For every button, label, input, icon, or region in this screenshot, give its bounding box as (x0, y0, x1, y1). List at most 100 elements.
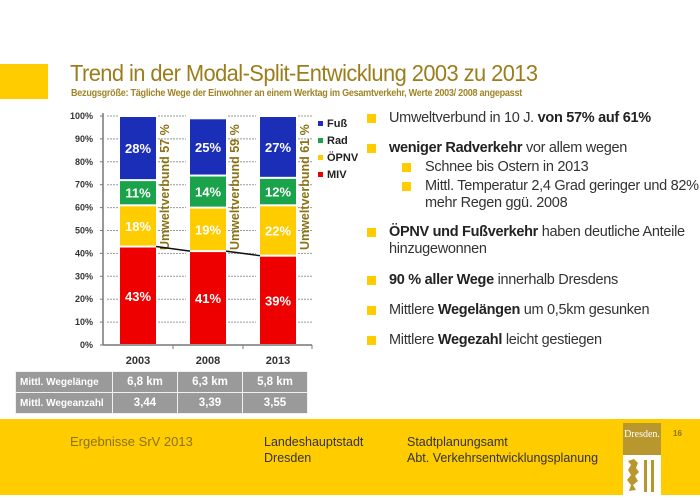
table-row: Mittl. Wegelänge 6,8 km 6,3 km 5,8 km (15, 371, 308, 393)
footer-dept-line2: Abt. Verkehrsentwicklungsplanung (407, 451, 599, 465)
bullet-square-icon (367, 336, 376, 345)
coat-of-arms-icon (623, 455, 661, 495)
bullet-square-icon (367, 276, 376, 285)
page-title: Trend in der Modal-Split-Entwicklung 200… (70, 60, 538, 86)
bullet-item: weniger Radverkehr vor allem wegen (367, 140, 700, 157)
dresden-logo: Dresden. (623, 423, 661, 495)
bullet-text: Umweltverbund in 10 J. (389, 110, 538, 126)
table-cell: 3,44 (112, 392, 178, 414)
bar-fu-2013 (260, 117, 296, 177)
miv-trend-line (155, 245, 191, 252)
bullet-item: Umweltverbund in 10 J. von 57% auf 61% (367, 110, 700, 127)
y-tick-label: 100% (70, 111, 93, 121)
bullet-item: Mittlere Wegezahl leicht gestiegen (367, 332, 700, 349)
bullet-square-icon (402, 163, 411, 172)
umweltverbund-annotation: Umweltverbund 59 % (228, 124, 242, 250)
bullet-text: haben deutliche Anteile hinzugewonnen (389, 224, 685, 257)
table-cell: 3,39 (177, 392, 243, 414)
bullet-text-bold: 90 % aller Wege (389, 272, 494, 288)
bar-value-label: 19% (195, 222, 221, 237)
bar-value-label: 25% (195, 140, 221, 155)
y-tick-label: 50% (75, 226, 93, 236)
bar-fu-2008 (190, 119, 226, 175)
logo-wordmark: Dresden. (623, 423, 661, 455)
miv-trend-line (225, 250, 261, 257)
y-tick-label: 60% (75, 203, 93, 213)
stats-table: Mittl. Wegelänge 6,8 km 6,3 km 5,8 km Mittl.… (15, 371, 308, 414)
row-header: Mittl. Wegeanzahl (15, 392, 113, 414)
bar-value-label: 41% (195, 291, 221, 306)
bar-value-label: 28% (125, 141, 151, 156)
footer-city-line1: Landeshauptstadt (264, 435, 364, 449)
bar-fu-2003 (120, 117, 156, 180)
bar-value-label: 11% (125, 186, 151, 201)
bullet-item: Mittlere Wegelängen um 0,5km gesunken (367, 302, 700, 319)
bullet-text: Mittl. Temperatur 2,4 Grad geringer und … (425, 178, 699, 211)
bullet-square-icon (367, 144, 376, 153)
legend-swatch-0 (318, 121, 323, 126)
footer: Ergebnisse SrV 2013 Landeshauptstadt Dre… (0, 419, 700, 495)
footer-city: Landeshauptstadt Dresden (264, 434, 363, 466)
bullet-square-icon (367, 228, 376, 237)
y-tick-label: 90% (75, 134, 93, 144)
bullet-text: um 0,5km gesunken (520, 302, 650, 318)
legend-label: MIV (327, 169, 347, 181)
bar-value-label: 22% (265, 224, 291, 239)
sub-bullet-item: Mittl. Temperatur 2,4 Grad geringer und … (367, 178, 700, 212)
y-tick-label: 40% (75, 248, 93, 258)
bar-value-label: 12% (265, 185, 291, 200)
table-cell: 6,8 km (112, 371, 178, 393)
bullet-text: innerhalb Dresdens (493, 272, 619, 288)
row-header: Mittl. Wegelänge (15, 371, 113, 393)
page-subtitle: Bezugsgröße: Tägliche Wege der Einwohner… (71, 88, 522, 99)
footer-department: Stadtplanungsamt Abt. Verkehrsentwicklun… (407, 434, 598, 466)
legend-label: Rad (327, 135, 348, 147)
x-tick-label: 2008 (196, 355, 220, 367)
legend-label: Fuß (327, 118, 347, 130)
bar-value-label: 18% (125, 219, 151, 234)
bullet-list: Umweltverbund in 10 J. von 57% auf 61% we… (367, 110, 700, 349)
bullet-text-bold: von 57% auf 61% (537, 110, 651, 126)
page-number: 16 (673, 429, 682, 438)
footer-project: Ergebnisse SrV 2013 (70, 434, 193, 449)
bar-value-label: 43% (125, 289, 151, 304)
legend-swatch-3 (318, 172, 323, 177)
bullet-text: vor allem wegen (522, 140, 628, 156)
bar-rad-2013 (260, 178, 296, 205)
accent-block (0, 64, 48, 99)
bar-pnv-2003 (120, 206, 156, 246)
bullet-text-bold: Wegelängen (437, 302, 521, 318)
y-tick-label: 30% (75, 271, 93, 281)
bar-value-label: 27% (265, 140, 291, 155)
table-cell: 5,8 km (242, 371, 308, 393)
bullet-square-icon (367, 306, 376, 315)
bar-miv-2008 (190, 252, 226, 344)
umweltverbund-annotation: Umweltverbund 61 % (298, 124, 312, 250)
legend-swatch-2 (318, 155, 323, 160)
legend-swatch-1 (318, 138, 323, 143)
legend-label: ÖPNV (327, 151, 359, 164)
x-tick-label: 2013 (266, 355, 290, 367)
bar-value-label: 39% (265, 293, 291, 308)
bullet-text-bold: weniger Radverkehr (389, 140, 523, 156)
bar-rad-2003 (120, 181, 156, 205)
bullet-text: leicht gestiegen (502, 332, 602, 348)
bar-pnv-2008 (190, 208, 226, 251)
table-row: Mittl. Wegeanzahl 3,44 3,39 3,55 (15, 392, 308, 414)
bullet-text: Mittlere (389, 302, 438, 318)
table-cell: 6,3 km (177, 371, 243, 393)
bullet-text-bold: Wegezahl (437, 332, 503, 348)
bullet-square-icon (402, 182, 411, 191)
bullet-text: Mittlere (389, 332, 438, 348)
modal-split-chart: 0% 10% 20% 30% 40% 50% 60% 70% 80% 90% 100% 43% 18% 1… (70, 111, 359, 367)
footer-dept-line1: Stadtplanungsamt (407, 435, 508, 449)
bar-rad-2008 (190, 176, 226, 207)
y-tick-label: 80% (75, 157, 93, 167)
bullet-text-bold: ÖPNV und Fußverkehr (389, 224, 538, 240)
y-tick-label: 0% (80, 340, 93, 350)
bullet-square-icon (367, 114, 376, 123)
bar-pnv-2013 (260, 206, 296, 255)
bullet-text: Schnee bis Ostern in 2013 (425, 159, 589, 175)
bullet-item: 90 % aller Wege innerhalb Dresdens (367, 272, 700, 289)
bar-value-label: 14% (195, 185, 221, 200)
